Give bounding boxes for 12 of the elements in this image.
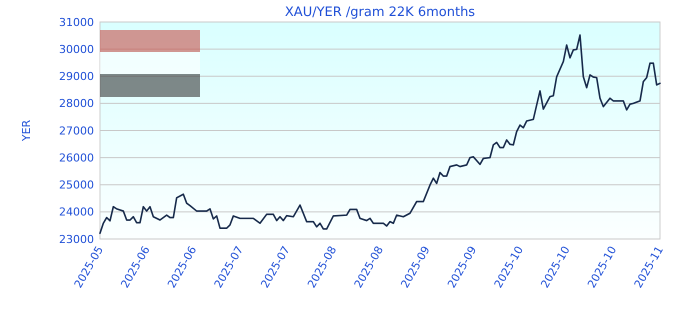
chart-title: XAU/YER /gram 22K 6months — [284, 5, 476, 20]
y-tick-label: 27000 — [59, 124, 94, 138]
y-tick-label: 24000 — [59, 206, 94, 219]
y-tick-label: 28000 — [59, 97, 94, 110]
y-tick-label: 29000 — [59, 70, 94, 84]
y-tick-label: 31000 — [59, 16, 94, 29]
line-series — [99, 34, 661, 234]
y-tick-label: 25000 — [59, 178, 94, 192]
y-tick-label: 26000 — [59, 151, 94, 164]
y-axis-title: YER — [20, 119, 33, 142]
y-tick-label: 23000 — [59, 232, 94, 246]
y-tick-label: 30000 — [59, 42, 94, 56]
